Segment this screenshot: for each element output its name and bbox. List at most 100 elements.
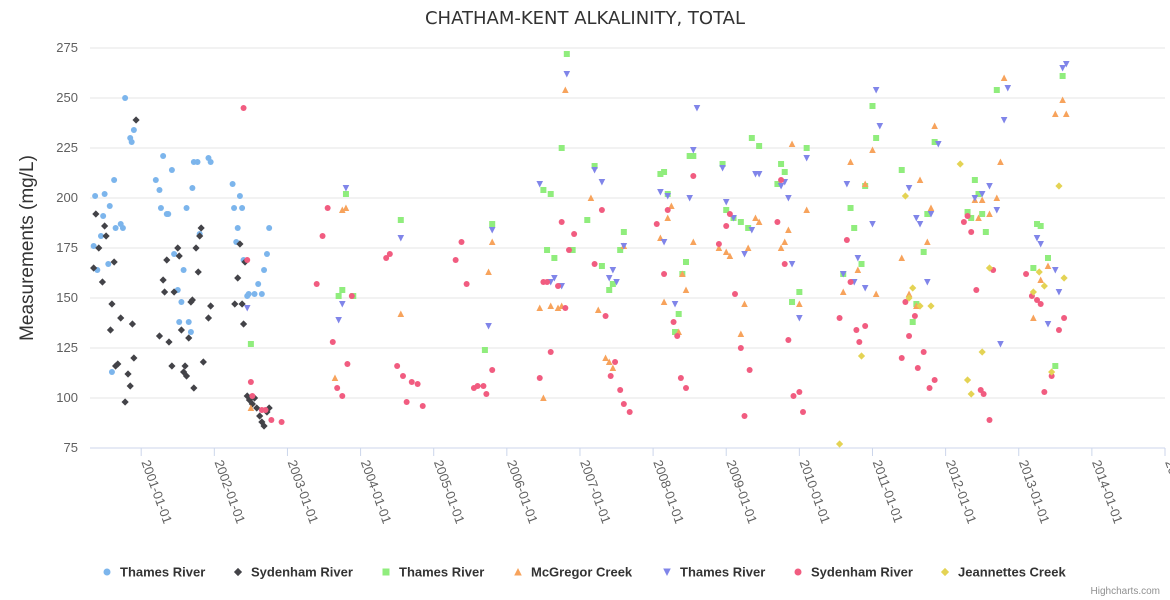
data-point[interactable] bbox=[686, 153, 693, 159]
legend-label[interactable]: McGregor Creek bbox=[531, 565, 633, 580]
data-point[interactable] bbox=[920, 249, 927, 255]
data-point[interactable] bbox=[598, 263, 605, 269]
data-point[interactable] bbox=[978, 348, 986, 356]
data-point[interactable] bbox=[558, 219, 565, 225]
data-point[interactable] bbox=[861, 285, 869, 292]
data-point[interactable] bbox=[565, 247, 572, 253]
legend-item[interactable]: Thames River bbox=[663, 565, 765, 580]
data-point[interactable] bbox=[342, 191, 349, 197]
data-point[interactable] bbox=[653, 221, 660, 227]
data-point[interactable] bbox=[132, 116, 140, 124]
data-point[interactable] bbox=[268, 417, 275, 423]
data-point[interactable] bbox=[408, 379, 415, 385]
data-point[interactable] bbox=[732, 291, 738, 297]
data-point[interactable] bbox=[1040, 282, 1048, 290]
data-point[interactable] bbox=[1034, 221, 1041, 227]
data-point[interactable] bbox=[620, 243, 628, 250]
data-point[interactable] bbox=[664, 207, 671, 213]
data-point[interactable] bbox=[737, 219, 744, 225]
data-point[interactable] bbox=[399, 373, 406, 379]
data-points[interactable] bbox=[90, 51, 1070, 448]
data-point[interactable] bbox=[106, 326, 115, 334]
data-point[interactable] bbox=[869, 221, 876, 228]
legend-marker[interactable] bbox=[514, 568, 522, 576]
data-point[interactable] bbox=[737, 330, 745, 338]
data-point[interactable] bbox=[723, 207, 730, 213]
data-point[interactable] bbox=[190, 384, 198, 392]
data-point[interactable] bbox=[964, 213, 971, 219]
data-point[interactable] bbox=[755, 171, 763, 178]
data-point[interactable] bbox=[853, 327, 860, 333]
data-point[interactable] bbox=[971, 195, 979, 202]
data-point[interactable] bbox=[980, 391, 987, 397]
data-point[interactable] bbox=[1033, 235, 1041, 242]
data-point[interactable] bbox=[901, 192, 909, 200]
data-point[interactable] bbox=[176, 319, 183, 325]
data-point[interactable] bbox=[126, 382, 134, 390]
data-point[interactable] bbox=[927, 211, 935, 218]
data-point[interactable] bbox=[847, 158, 854, 166]
data-point[interactable] bbox=[660, 298, 668, 306]
data-point[interactable] bbox=[612, 359, 619, 365]
legend-marker[interactable] bbox=[794, 568, 802, 576]
data-point[interactable] bbox=[165, 211, 172, 217]
data-point[interactable] bbox=[785, 195, 792, 202]
data-point[interactable] bbox=[898, 167, 905, 173]
data-point[interactable] bbox=[796, 289, 803, 295]
data-point[interactable] bbox=[152, 177, 159, 183]
data-point[interactable] bbox=[397, 217, 404, 223]
data-point[interactable] bbox=[452, 257, 459, 263]
data-point[interactable] bbox=[204, 314, 213, 322]
data-point[interactable] bbox=[854, 266, 862, 274]
data-point[interactable] bbox=[664, 193, 672, 200]
data-point[interactable] bbox=[993, 194, 1001, 202]
data-point[interactable] bbox=[660, 239, 668, 246]
data-point[interactable] bbox=[563, 71, 571, 78]
data-point[interactable] bbox=[934, 141, 942, 148]
legend-marker[interactable] bbox=[663, 568, 671, 577]
legend-item[interactable]: McGregor Creek bbox=[514, 565, 633, 580]
data-point[interactable] bbox=[661, 271, 668, 277]
data-point[interactable] bbox=[686, 195, 693, 202]
data-point[interactable] bbox=[329, 339, 336, 345]
data-point[interactable] bbox=[485, 268, 492, 276]
data-point[interactable] bbox=[617, 247, 624, 253]
data-point[interactable] bbox=[414, 381, 421, 387]
data-point[interactable] bbox=[986, 210, 993, 218]
data-point[interactable] bbox=[481, 347, 488, 353]
legend-label[interactable]: Thames River bbox=[399, 565, 484, 580]
data-point[interactable] bbox=[540, 394, 547, 402]
data-point[interactable] bbox=[197, 224, 205, 232]
data-point[interactable] bbox=[488, 227, 496, 234]
data-point[interactable] bbox=[236, 240, 244, 248]
legend-item[interactable]: Sydenham River bbox=[233, 565, 353, 580]
data-point[interactable] bbox=[348, 293, 355, 299]
data-point[interactable] bbox=[715, 244, 723, 252]
data-point[interactable] bbox=[726, 252, 734, 260]
data-point[interactable] bbox=[591, 163, 598, 169]
data-point[interactable] bbox=[234, 274, 242, 282]
data-point[interactable] bbox=[796, 389, 803, 395]
data-point[interactable] bbox=[1029, 288, 1037, 296]
data-point[interactable] bbox=[872, 290, 880, 298]
legend[interactable]: Thames River Sydenham River Thames River Mc… bbox=[103, 565, 1067, 580]
data-point[interactable] bbox=[986, 183, 993, 190]
data-point[interactable] bbox=[558, 145, 565, 151]
data-point[interactable] bbox=[547, 191, 554, 197]
data-point[interactable] bbox=[130, 354, 138, 362]
data-point[interactable] bbox=[229, 181, 236, 187]
data-point[interactable] bbox=[605, 358, 613, 366]
data-point[interactable] bbox=[781, 238, 789, 246]
data-point[interactable] bbox=[1044, 262, 1052, 270]
data-point[interactable] bbox=[562, 86, 569, 94]
data-point[interactable] bbox=[1055, 182, 1063, 190]
data-point[interactable] bbox=[690, 147, 697, 154]
data-point[interactable] bbox=[609, 267, 617, 274]
data-point[interactable] bbox=[931, 377, 938, 383]
data-point[interactable] bbox=[609, 364, 617, 372]
data-point[interactable] bbox=[774, 219, 781, 225]
data-point[interactable] bbox=[313, 281, 320, 287]
data-point[interactable] bbox=[185, 334, 193, 342]
data-point[interactable] bbox=[238, 300, 246, 308]
data-point[interactable] bbox=[598, 207, 605, 213]
